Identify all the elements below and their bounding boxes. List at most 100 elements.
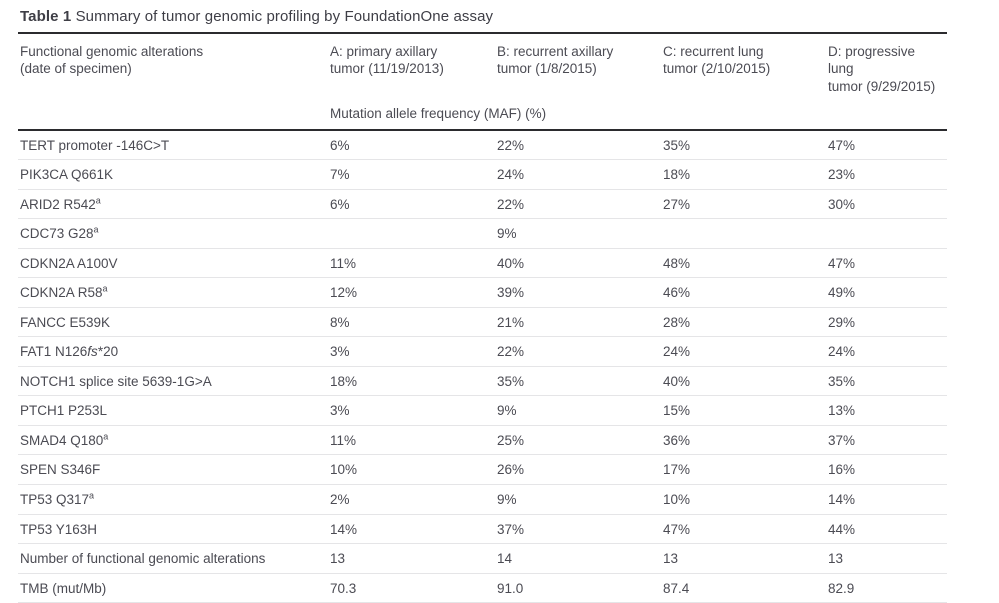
text-segment: Number of functional genomic alterations: [20, 551, 266, 567]
subheader-row: Mutation allele frequency (MAF) (%): [18, 96, 947, 131]
table-row: CDC73 G28a 9%: [18, 218, 947, 249]
table-header: Functional genomic alterations (date of …: [18, 34, 947, 131]
row-label: PIK3CA Q661K: [18, 159, 330, 190]
row-value: 13: [663, 543, 828, 574]
row-label: TMB (mut/Mb): [18, 572, 330, 603]
row-value: 36%: [663, 424, 828, 455]
row-value: 37%: [497, 513, 663, 544]
table-row: CDKN2A R58a 12% 39% 46% 49%: [18, 277, 947, 308]
row-value: 3%: [330, 336, 497, 367]
row-value: 48%: [663, 247, 828, 278]
row-label: SMAD4 Q180a: [18, 424, 330, 455]
table-body: TERT promoter -146C>T 6% 22% 35% 47% PIK3CA Q…: [18, 130, 947, 603]
table-row: TMB (mut/Mb) 70.3 91.0 87.4 82.9: [18, 572, 947, 603]
table-row: TERT promoter -146C>T 6% 22% 35% 47%: [18, 130, 947, 160]
table-row: TP53 Y163H 14% 37% 47% 44%: [18, 513, 947, 544]
table-row: CDKN2A A100V 11% 40% 48% 47%: [18, 247, 947, 278]
row-value: 28%: [663, 306, 828, 337]
row-value: 13: [828, 543, 947, 574]
text-segment: TP53 Q317: [20, 491, 90, 507]
row-value: 14%: [330, 513, 497, 544]
row-label: TERT promoter -146C>T: [18, 130, 330, 160]
row-label: Number of functional genomic alterations: [18, 543, 330, 574]
text-segment: CDKN2A A100V: [20, 255, 118, 271]
row-value: 15%: [663, 395, 828, 426]
column-a-line2: tumor (11/19/2013): [330, 61, 444, 77]
superscript: a: [93, 224, 99, 235]
column-c-line2: tumor (2/10/2015): [663, 61, 771, 77]
table-row: Number of functional genomic alterations…: [18, 543, 947, 574]
text-segment: TERT promoter -146C>T: [20, 137, 170, 153]
row-value: 22%: [497, 336, 663, 367]
row-value: 47%: [663, 513, 828, 544]
superscript: a: [89, 490, 95, 501]
row-label: CDKN2A R58a: [18, 277, 330, 308]
table-row: ARID2 R542a 6% 22% 27% 30%: [18, 188, 947, 219]
row-value: 24%: [497, 159, 663, 190]
row-label-header-line2: (date of specimen): [20, 61, 132, 77]
superscript: a: [103, 431, 109, 442]
row-value: 91.0: [497, 572, 663, 603]
row-value: [828, 218, 947, 249]
row-value: 26%: [497, 454, 663, 485]
row-label: TP53 Q317a: [18, 483, 330, 514]
row-label: TP53 Y163H: [18, 513, 330, 544]
row-label: CDC73 G28a: [18, 218, 330, 249]
row-value: 22%: [497, 188, 663, 219]
row-value: 39%: [497, 277, 663, 308]
table-caption: Summary of tumor genomic profiling by Fo…: [75, 8, 494, 25]
row-value: 16%: [828, 454, 947, 485]
text-segment: PTCH1 P253L: [20, 403, 108, 419]
row-value: [663, 218, 828, 249]
text-segment: SMAD4 Q180: [20, 432, 104, 448]
superscript: a: [95, 195, 101, 206]
superscript: a: [102, 283, 108, 294]
row-value: 18%: [663, 159, 828, 190]
table-row: SMAD4 Q180a 11% 25% 36% 37%: [18, 424, 947, 455]
text-segment: *20: [97, 344, 119, 360]
row-value: 35%: [828, 365, 947, 396]
row-value: 14%: [828, 483, 947, 514]
text-segment: CDC73 G28: [20, 226, 94, 242]
genomic-profiling-table: Functional genomic alterations (date of …: [18, 34, 947, 603]
text-segment: FANCC E539K: [20, 314, 111, 330]
table-row: FAT1 N126fs*20 3% 22% 24% 24%: [18, 336, 947, 367]
column-d-line1: D: progressive lung: [828, 44, 916, 77]
row-value: 70.3: [330, 572, 497, 603]
row-value: 2%: [330, 483, 497, 514]
table-row: SPEN S346F 10% 26% 17% 16%: [18, 454, 947, 485]
row-value: 49%: [828, 277, 947, 308]
table-title: Table 1 Summary of tumor genomic profili…: [18, 6, 947, 34]
row-value: 9%: [497, 483, 663, 514]
row-value: 40%: [663, 365, 828, 396]
row-label: CDKN2A A100V: [18, 247, 330, 278]
column-header-c: C: recurrent lung tumor (2/10/2015): [663, 34, 828, 97]
text-segment: TMB (mut/Mb): [20, 580, 107, 596]
column-header-d: D: progressive lung tumor (9/29/2015): [828, 34, 947, 97]
row-value: 35%: [497, 365, 663, 396]
column-c-line1: C: recurrent lung: [663, 44, 764, 59]
row-value: 12%: [330, 277, 497, 308]
row-label: SPEN S346F: [18, 454, 330, 485]
row-value: 46%: [663, 277, 828, 308]
row-value: 10%: [330, 454, 497, 485]
text-segment: TP53 Y163H: [20, 521, 98, 537]
row-value: 44%: [828, 513, 947, 544]
row-value: 23%: [828, 159, 947, 190]
column-b-line2: tumor (1/8/2015): [497, 61, 597, 77]
row-label: FAT1 N126fs*20: [18, 336, 330, 367]
row-value: 9%: [497, 395, 663, 426]
column-header-row: Functional genomic alterations (date of …: [18, 34, 947, 97]
row-value: 24%: [663, 336, 828, 367]
row-value: 6%: [330, 137, 350, 153]
row-value: 37%: [828, 424, 947, 455]
row-value: 13%: [828, 395, 947, 426]
column-b-line1: B: recurrent axillary: [497, 44, 614, 59]
text-segment: SPEN S346F: [20, 462, 101, 478]
table-label: Table 1: [20, 8, 72, 25]
row-value: 3%: [330, 395, 497, 426]
row-value: 22%: [497, 137, 525, 153]
row-label-header-line1: Functional genomic alterations: [20, 44, 204, 59]
row-value: 6%: [330, 188, 497, 219]
row-value: 11%: [330, 424, 497, 455]
